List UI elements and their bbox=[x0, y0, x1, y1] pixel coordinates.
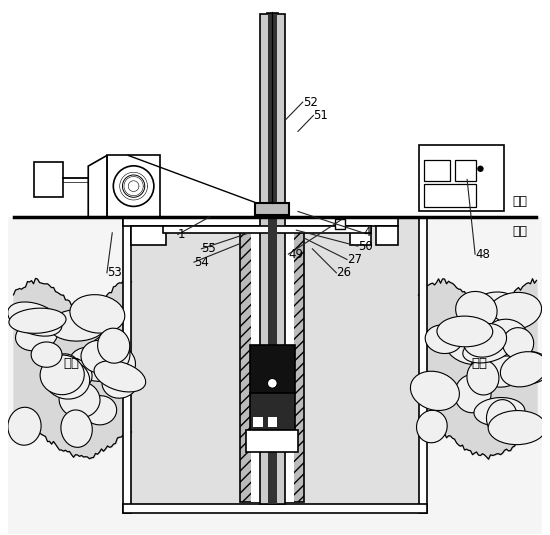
Bar bbox=[250, 345, 295, 393]
Ellipse shape bbox=[425, 325, 462, 354]
Ellipse shape bbox=[484, 319, 528, 356]
Bar bbox=[131, 217, 419, 505]
Ellipse shape bbox=[468, 292, 521, 331]
Bar bbox=[34, 162, 63, 196]
Ellipse shape bbox=[94, 361, 146, 392]
Text: 煮层: 煮层 bbox=[471, 357, 487, 370]
Bar bbox=[350, 226, 371, 245]
Bar bbox=[8, 1, 542, 217]
Circle shape bbox=[113, 166, 154, 207]
Bar bbox=[123, 217, 328, 226]
Ellipse shape bbox=[445, 326, 498, 364]
Bar bbox=[283, 217, 398, 226]
Bar bbox=[123, 217, 131, 513]
Bar bbox=[336, 219, 345, 229]
Ellipse shape bbox=[40, 355, 84, 395]
Bar bbox=[251, 226, 294, 502]
Ellipse shape bbox=[494, 411, 544, 438]
Ellipse shape bbox=[49, 354, 80, 383]
Ellipse shape bbox=[455, 292, 497, 329]
Bar bbox=[268, 14, 277, 505]
Text: 55: 55 bbox=[201, 242, 216, 255]
Text: 煮层: 煮层 bbox=[63, 357, 79, 370]
Bar bbox=[376, 226, 398, 245]
Ellipse shape bbox=[500, 351, 547, 387]
Ellipse shape bbox=[463, 335, 513, 363]
Bar bbox=[254, 417, 263, 426]
Circle shape bbox=[477, 165, 483, 172]
Ellipse shape bbox=[488, 410, 546, 445]
Circle shape bbox=[123, 175, 145, 197]
Ellipse shape bbox=[471, 350, 521, 387]
Text: 49: 49 bbox=[288, 248, 304, 261]
Text: 27: 27 bbox=[347, 253, 362, 266]
Ellipse shape bbox=[8, 407, 41, 445]
Ellipse shape bbox=[470, 316, 507, 356]
Ellipse shape bbox=[81, 340, 118, 373]
Ellipse shape bbox=[70, 295, 125, 333]
Bar bbox=[419, 217, 427, 513]
Ellipse shape bbox=[88, 335, 130, 375]
Bar bbox=[8, 217, 542, 534]
Ellipse shape bbox=[488, 292, 542, 330]
Bar bbox=[246, 430, 298, 452]
Ellipse shape bbox=[464, 323, 507, 357]
Text: 26: 26 bbox=[337, 266, 351, 279]
Bar bbox=[260, 14, 285, 505]
Circle shape bbox=[267, 378, 277, 388]
Polygon shape bbox=[88, 156, 107, 217]
Ellipse shape bbox=[59, 381, 100, 418]
Text: 50: 50 bbox=[358, 240, 372, 253]
Ellipse shape bbox=[410, 371, 459, 410]
Ellipse shape bbox=[70, 347, 120, 381]
Text: 53: 53 bbox=[107, 266, 122, 279]
Text: 4: 4 bbox=[363, 226, 371, 239]
Bar bbox=[107, 156, 160, 217]
Ellipse shape bbox=[15, 320, 57, 351]
Ellipse shape bbox=[31, 342, 62, 368]
Ellipse shape bbox=[437, 316, 493, 347]
Ellipse shape bbox=[61, 410, 92, 447]
Ellipse shape bbox=[496, 351, 550, 385]
Ellipse shape bbox=[467, 360, 499, 395]
Bar bbox=[419, 145, 504, 211]
Ellipse shape bbox=[84, 396, 117, 425]
Text: 54: 54 bbox=[194, 256, 209, 269]
Text: 52: 52 bbox=[302, 96, 317, 109]
Bar bbox=[425, 160, 450, 180]
Ellipse shape bbox=[474, 398, 525, 426]
Bar bbox=[240, 226, 304, 502]
Ellipse shape bbox=[9, 308, 66, 333]
Ellipse shape bbox=[102, 365, 139, 398]
Text: 地面: 地面 bbox=[513, 195, 527, 208]
Ellipse shape bbox=[87, 343, 135, 381]
Bar bbox=[268, 417, 277, 426]
Bar bbox=[250, 393, 295, 430]
Text: 1: 1 bbox=[178, 228, 185, 241]
Text: 井下: 井下 bbox=[513, 225, 527, 238]
Ellipse shape bbox=[49, 309, 106, 341]
Ellipse shape bbox=[454, 374, 491, 413]
Ellipse shape bbox=[45, 360, 90, 399]
Bar bbox=[123, 505, 427, 513]
Ellipse shape bbox=[53, 358, 92, 389]
Bar bbox=[163, 226, 371, 233]
Bar bbox=[131, 226, 166, 245]
Text: 51: 51 bbox=[314, 109, 328, 122]
Bar bbox=[425, 184, 476, 207]
Ellipse shape bbox=[8, 302, 62, 336]
Bar bbox=[255, 203, 289, 215]
Ellipse shape bbox=[416, 410, 447, 443]
Ellipse shape bbox=[487, 400, 518, 436]
Ellipse shape bbox=[503, 327, 534, 359]
Text: 48: 48 bbox=[475, 248, 490, 261]
Ellipse shape bbox=[83, 311, 115, 335]
Bar bbox=[455, 160, 476, 180]
Ellipse shape bbox=[97, 328, 130, 363]
